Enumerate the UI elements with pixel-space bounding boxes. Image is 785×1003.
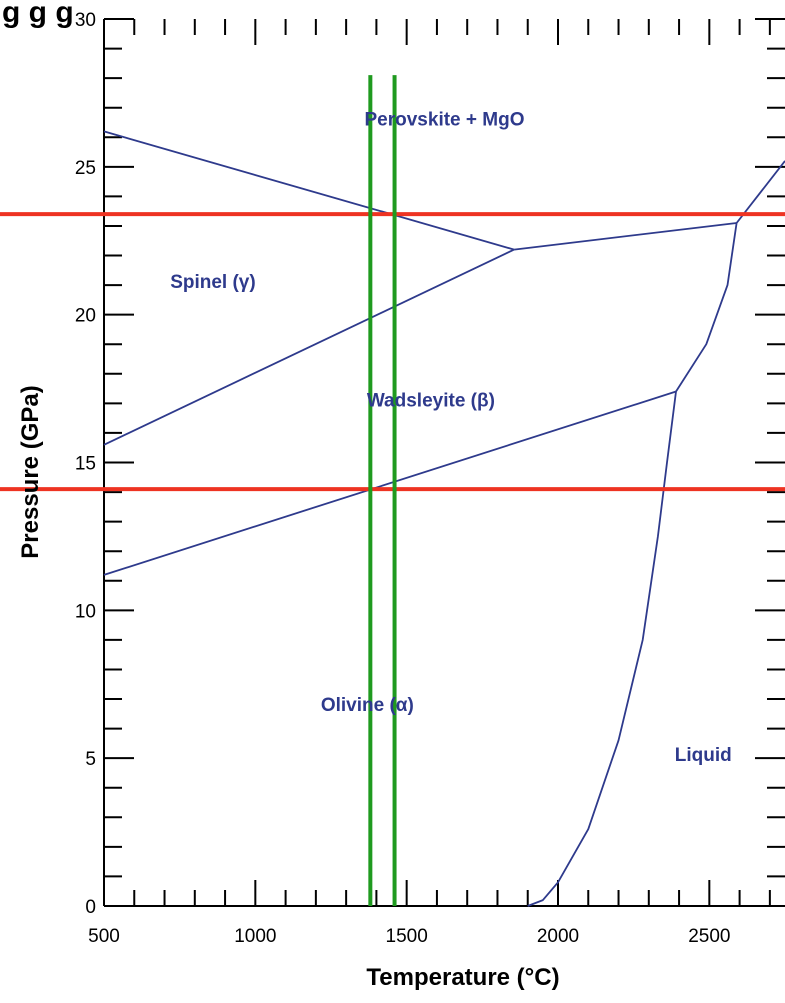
y-tick-label: 0: [85, 897, 96, 918]
phase-region-label: Liquid: [675, 745, 732, 766]
y-tick-label: 15: [75, 454, 96, 475]
header-text-fragment: g g g: [2, 0, 74, 29]
plot-area: 500 1000 1500 2000 2500 0 5 10 15 20 25 30 Perovskit…: [0, 10, 785, 947]
y-tick-label: 25: [75, 158, 96, 179]
y-tick-label: 10: [75, 601, 96, 622]
y-tick-label: 20: [75, 306, 96, 327]
phase-region-label: Perovskite + MgO: [365, 109, 525, 130]
phase-boundary-line: [103, 130, 515, 251]
phase-boundary-line: [513, 222, 737, 251]
phase-region-label: Spinel (γ): [170, 272, 256, 293]
x-tick-label: 1000: [234, 926, 276, 947]
y-tick-label: 30: [75, 10, 96, 31]
phase-region-label: Wadsleyite (β): [367, 390, 495, 411]
x-tick-label: 2000: [537, 926, 579, 947]
x-tick-label: 500: [88, 926, 120, 947]
phase-region-label: Olivine (α): [321, 695, 414, 716]
y-axis-title: Pressure (GPa): [17, 385, 44, 558]
phase-boundary-line: [103, 248, 515, 446]
x-tick-label: 1500: [386, 926, 428, 947]
phase-boundary-line: [103, 390, 677, 576]
y-tick-label: 5: [85, 749, 96, 770]
phase-boundary-line: [675, 222, 738, 392]
phase-boundary-line: [527, 391, 677, 907]
x-axis-title: Temperature (°C): [366, 964, 559, 991]
x-tick-label: 2500: [688, 926, 730, 947]
